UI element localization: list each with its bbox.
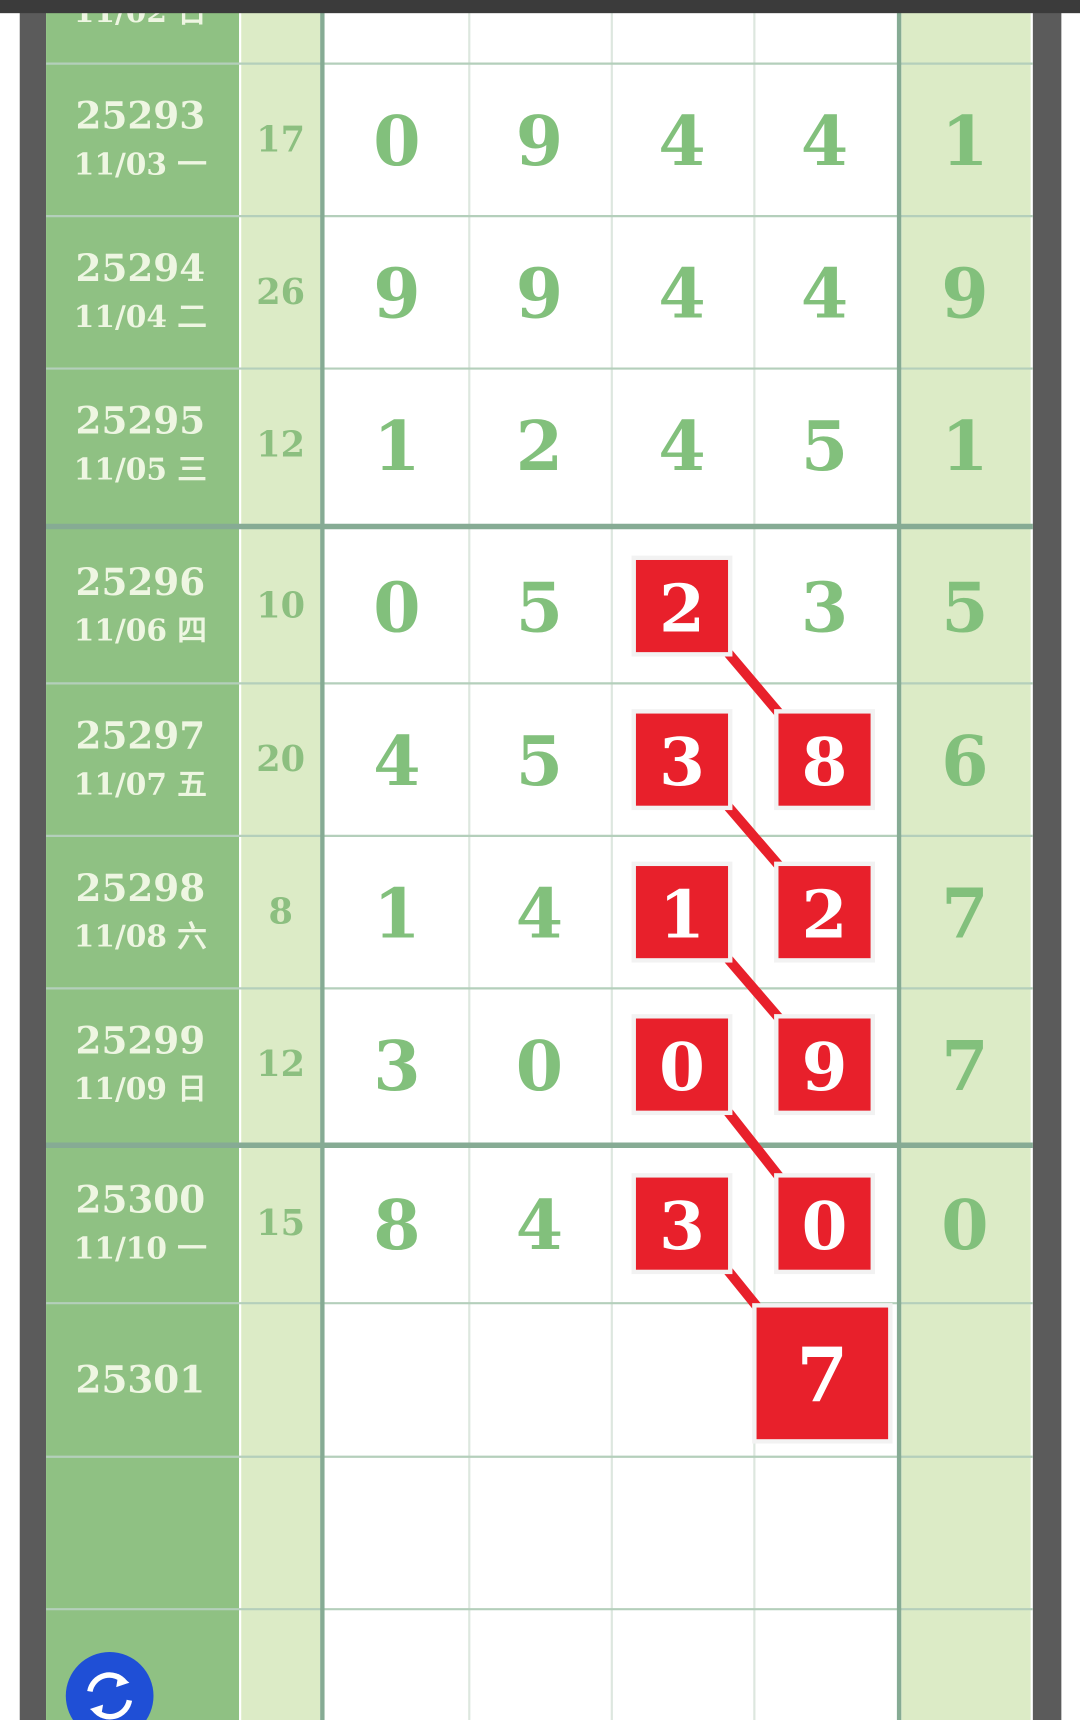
digit: 2 bbox=[516, 407, 563, 487]
highlight-box bbox=[635, 1177, 729, 1270]
digit: 0 bbox=[516, 1027, 563, 1107]
extra-digit: 9 bbox=[941, 255, 988, 335]
extra-digit: 1 bbox=[941, 407, 988, 487]
issue-number: 25299 bbox=[76, 1018, 206, 1062]
digit: 4 bbox=[516, 1186, 563, 1266]
digit: 4 bbox=[658, 255, 705, 335]
issue-date: 11/03 一 bbox=[74, 146, 207, 181]
digit: 9 bbox=[516, 102, 563, 182]
issue-date: 11/07 五 bbox=[74, 766, 207, 801]
sum-column bbox=[241, 0, 321, 1720]
highlight-box bbox=[778, 866, 871, 959]
digit: 3 bbox=[373, 1027, 420, 1107]
highlight-box bbox=[635, 866, 729, 959]
digit: 4 bbox=[658, 407, 705, 487]
connector bbox=[719, 950, 789, 1029]
connector bbox=[719, 1103, 789, 1188]
issue-date: 11/06 四 bbox=[74, 613, 207, 648]
extra-digit: 5 bbox=[941, 568, 988, 648]
issue-date: 11/10 一 bbox=[74, 1230, 207, 1265]
issue-number: 25297 bbox=[76, 713, 206, 757]
issue-number: 25300 bbox=[76, 1177, 206, 1221]
digit: 1 bbox=[373, 874, 420, 954]
highlight-box bbox=[778, 1018, 871, 1111]
digit: 4 bbox=[658, 102, 705, 182]
digit: 3 bbox=[801, 568, 848, 648]
digit-highlighted: 9 bbox=[802, 1028, 848, 1106]
issue-date: 11/05 三 bbox=[74, 451, 207, 486]
digit: 4 bbox=[516, 874, 563, 954]
sum: 12 bbox=[256, 424, 305, 465]
sum: 17 bbox=[256, 119, 305, 160]
extra-digit: 1 bbox=[941, 102, 988, 182]
sum: 8 bbox=[268, 892, 292, 933]
digit-highlighted: 1 bbox=[659, 875, 705, 953]
issue-number: 25301 bbox=[76, 1357, 206, 1401]
digit: 9 bbox=[373, 255, 420, 335]
sum: 15 bbox=[256, 1203, 305, 1244]
digit: 9 bbox=[516, 255, 563, 335]
digit: 5 bbox=[516, 568, 563, 648]
extra-column bbox=[901, 0, 1031, 1720]
digit-highlighted: 3 bbox=[659, 723, 705, 801]
highlight-box bbox=[778, 713, 871, 806]
digit-highlighted: 0 bbox=[802, 1187, 848, 1265]
connector bbox=[719, 798, 789, 876]
issue-number: 25295 bbox=[76, 399, 206, 443]
digit: 4 bbox=[801, 102, 848, 182]
sum: 12 bbox=[256, 1044, 305, 1085]
digit: 4 bbox=[373, 722, 420, 802]
issue-number: 25298 bbox=[76, 866, 206, 910]
digit: 1 bbox=[373, 407, 420, 487]
issue-date: 11/09 日 bbox=[74, 1071, 207, 1106]
digit: 5 bbox=[516, 722, 563, 802]
digit: 4 bbox=[801, 255, 848, 335]
sum: 10 bbox=[256, 586, 305, 627]
highlight-box bbox=[635, 1018, 729, 1111]
extra-digit: 0 bbox=[941, 1186, 988, 1266]
sum: 20 bbox=[256, 739, 305, 780]
issue-date: 11/08 六 bbox=[74, 919, 207, 954]
sum: 26 bbox=[256, 272, 305, 313]
right-rail bbox=[1032, 0, 1062, 1720]
digit: 8 bbox=[373, 1186, 420, 1266]
highlight-box bbox=[635, 559, 729, 653]
digit-highlighted: 0 bbox=[659, 1028, 705, 1106]
top-bar bbox=[0, 0, 1080, 14]
highlight-box bbox=[756, 1307, 889, 1440]
connector bbox=[719, 644, 789, 724]
digit-highlighted: 7 bbox=[796, 1332, 848, 1420]
digit: 5 bbox=[801, 407, 848, 487]
digit-highlighted: 3 bbox=[659, 1187, 705, 1265]
digit-highlighted: 8 bbox=[802, 723, 848, 801]
issue-number: 25293 bbox=[76, 94, 206, 138]
extra-digit: 7 bbox=[941, 1027, 988, 1107]
issue-number: 25296 bbox=[76, 560, 206, 604]
issue-date: 11/04 二 bbox=[74, 299, 207, 334]
highlight-box bbox=[635, 713, 729, 806]
refresh-arrows[interactable] bbox=[89, 1673, 130, 1718]
extra-digit: 6 bbox=[941, 722, 988, 802]
digit: 0 bbox=[373, 568, 420, 648]
issue-number: 25294 bbox=[76, 246, 206, 290]
digit: 0 bbox=[373, 102, 420, 182]
refresh-button[interactable] bbox=[65, 1652, 154, 1720]
digit-highlighted: 2 bbox=[659, 569, 705, 647]
highlight-box bbox=[778, 1177, 871, 1270]
issue-column bbox=[46, 0, 240, 1720]
digit-highlighted: 2 bbox=[802, 875, 848, 953]
left-rail bbox=[19, 0, 47, 1720]
extra-digit: 7 bbox=[941, 874, 988, 954]
